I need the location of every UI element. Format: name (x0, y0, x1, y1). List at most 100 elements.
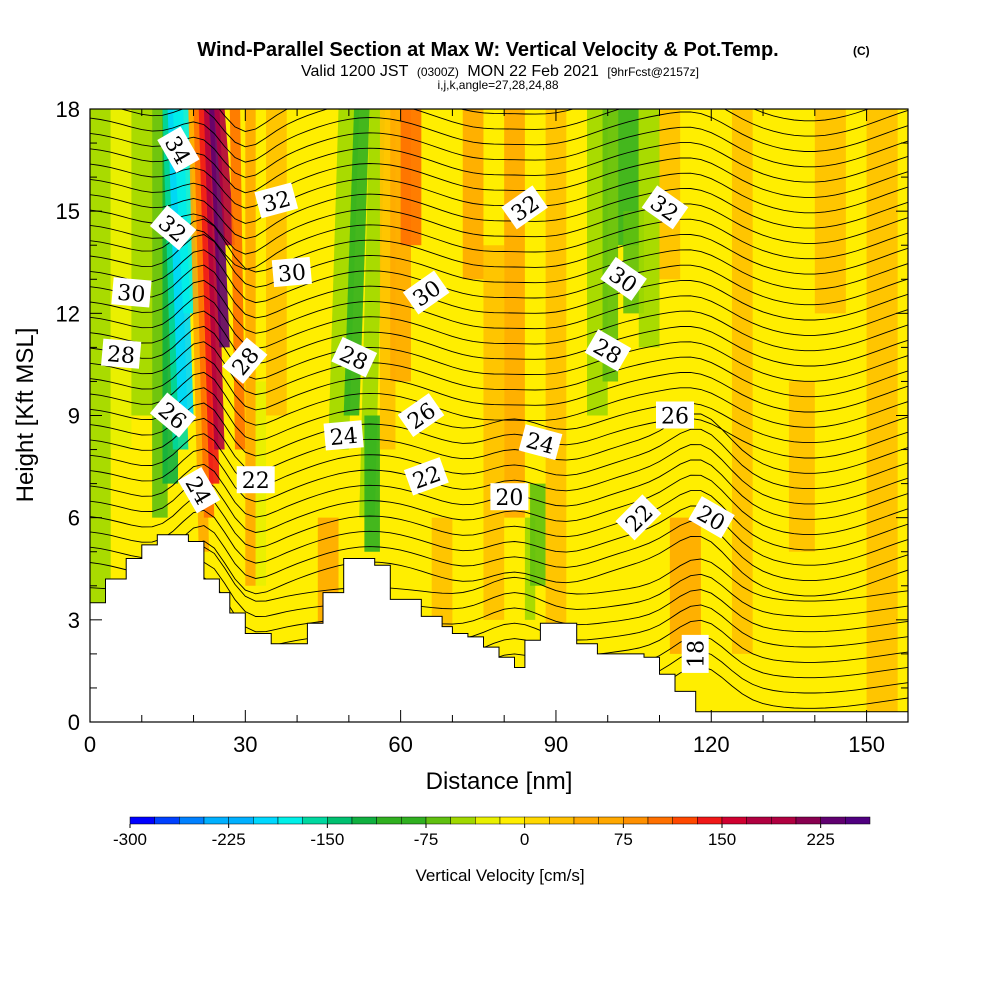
velocity-band (731, 109, 753, 654)
colorbar-swatch (598, 816, 624, 825)
isentrope-line (90, 413, 908, 474)
colorbar-tick-label: -300 (113, 830, 147, 849)
isentrope-line (90, 371, 908, 428)
colorbar-swatch (746, 816, 772, 825)
terrain-mask (90, 534, 908, 722)
chart-title-mark: (C) (853, 44, 870, 58)
subtitle-valid: Valid 1200 JST (301, 63, 409, 80)
colorbar-swatch (425, 816, 451, 825)
isentrope-line (90, 356, 908, 413)
x-tick-label: 120 (693, 732, 730, 757)
isentrope-line (218, 109, 870, 132)
isentrope-line (90, 546, 908, 602)
y-tick-label: 6 (68, 506, 80, 531)
x-tick-label: 30 (233, 732, 257, 757)
velocity-band (669, 517, 701, 654)
velocity-band (400, 109, 422, 246)
y-tick-label: 12 (56, 301, 80, 326)
x-axis-label: Distance [nm] (426, 768, 573, 795)
isentrope-line (90, 203, 908, 255)
colorbar-swatch (795, 816, 821, 825)
colorbar-swatch (351, 816, 377, 825)
velocity-band (866, 109, 898, 722)
isentrope-line (90, 444, 908, 505)
colorbar-swatch (253, 816, 279, 825)
colorbar-swatch (129, 816, 155, 825)
colorbar-swatch (302, 816, 328, 825)
y-tick-label: 0 (68, 710, 80, 735)
contour-label-text: 18 (685, 640, 710, 668)
colorbar-swatch (179, 816, 205, 825)
x-axis: 0 30 60 90 120 150 (84, 109, 885, 757)
colorbar-label: Vertical Velocity [cm/s] (415, 866, 584, 885)
colorbar-tick-label: -225 (212, 830, 246, 849)
contour-label: 18 (681, 634, 710, 673)
isentrope-line (90, 142, 908, 194)
colorbar-swatch (771, 816, 797, 825)
colorbar-tick-label: -150 (310, 830, 344, 849)
y-tick-label: 9 (68, 404, 80, 429)
isentrope-line (90, 188, 908, 240)
contour-label-text: 22 (242, 469, 270, 494)
contour-label-text: 30 (277, 260, 307, 287)
y-tick-label: 15 (56, 199, 80, 224)
x-tick-label: 60 (388, 732, 412, 757)
contour-label: 30 (271, 256, 312, 288)
chart-subtitle2: i,j,k,angle=27,28,24,88 (437, 78, 558, 92)
isentrope-line (90, 279, 908, 336)
isentrope-line (90, 490, 908, 551)
velocity-band (545, 109, 567, 654)
isentrope-line (90, 505, 908, 566)
isentrope-line (90, 264, 908, 321)
velocity-band (483, 245, 505, 620)
isentrope-line (90, 218, 908, 275)
velocity-band (530, 483, 546, 586)
x-tick-label: 90 (544, 732, 568, 757)
isentrope-line (90, 387, 908, 444)
colorbar-swatch (277, 816, 303, 825)
velocity-band (167, 109, 194, 416)
isentrope-line (90, 172, 908, 224)
colorbar-swatch (203, 816, 229, 825)
isentrope-line (90, 536, 908, 597)
y-axis-label: Height [Kft MSL] (12, 328, 39, 503)
contour-label-text: 26 (661, 405, 689, 430)
colorbar-swatch (820, 816, 846, 825)
x-tick-label: 0 (84, 732, 96, 757)
contour-label: 22 (236, 466, 275, 494)
isentrope-line (119, 109, 908, 148)
isentrope-line (90, 310, 908, 367)
colorbar-swatch (697, 816, 723, 825)
isentrope-line (90, 520, 908, 582)
isentrope-line (90, 402, 908, 459)
colorbar-swatch (401, 816, 427, 825)
velocity-band (638, 109, 660, 348)
y-axis: 0 3 6 9 12 15 18 (56, 97, 908, 735)
colorbar-tick-label: 75 (614, 830, 633, 849)
colorbar-tick-label: 225 (806, 830, 834, 849)
colorbar-swatch (450, 816, 476, 825)
contour-label-text: 20 (495, 486, 523, 511)
colorbar-swatch (573, 816, 599, 825)
subtitle-date: MON 22 Feb 2021 (467, 63, 599, 80)
contour-label: 20 (490, 483, 529, 511)
subtitle-zulu: (0300Z) (417, 65, 459, 79)
isentrope-line (90, 428, 908, 490)
velocity-band (364, 415, 380, 552)
chart-subtitle: Valid 1200 JST (0300Z) MON 22 Feb 2021 [… (301, 63, 699, 80)
isentrope-line (90, 157, 908, 209)
velocity-band (203, 109, 225, 450)
y-tick-label: 3 (68, 608, 80, 633)
colorbar-swatch (647, 816, 673, 825)
colorbar-swatch (376, 816, 402, 825)
x-tick-label: 150 (848, 732, 885, 757)
isentrope-line (90, 126, 908, 178)
isentrope-line (90, 295, 908, 352)
contour-label-text: 24 (329, 424, 359, 451)
contour-label: 28 (101, 338, 142, 369)
velocity-band (602, 109, 619, 382)
colorbar-swatch (549, 816, 575, 825)
isentrope-line (90, 325, 908, 382)
